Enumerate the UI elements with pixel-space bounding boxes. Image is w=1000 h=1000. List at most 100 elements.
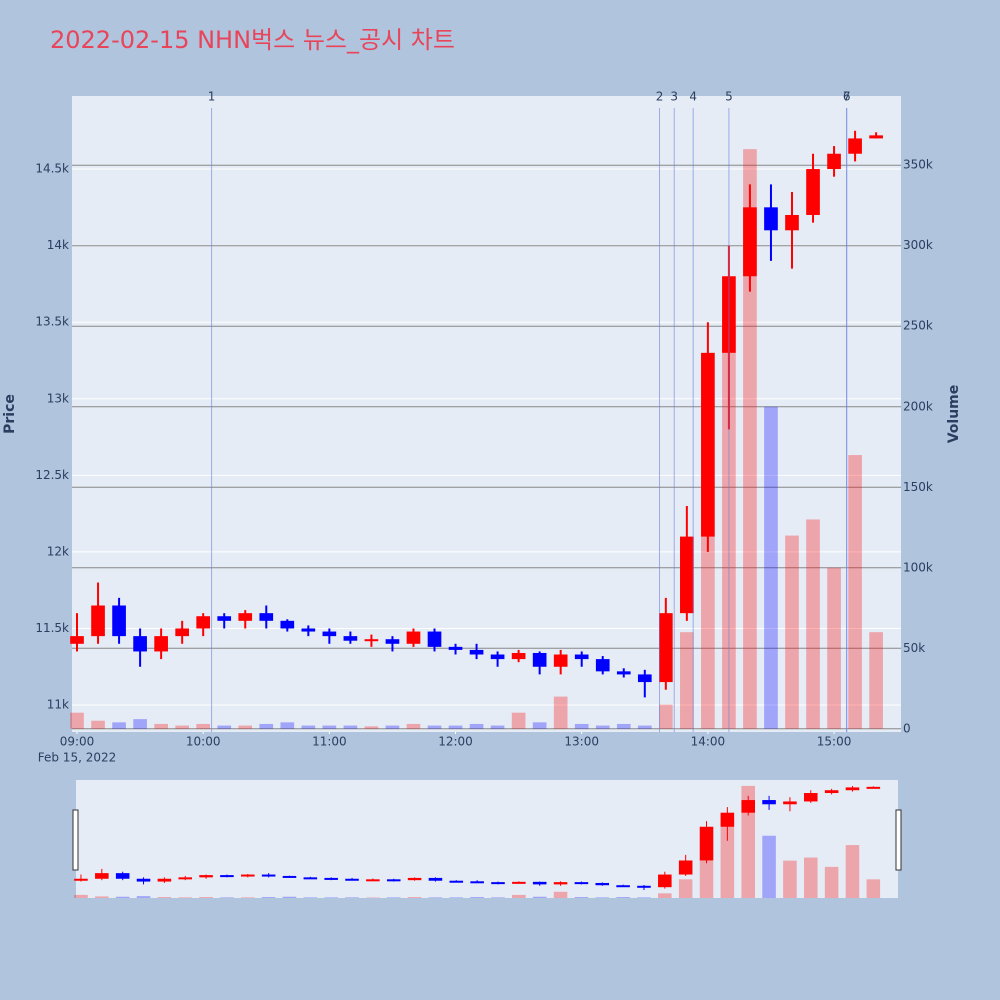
volume-bar bbox=[406, 723, 421, 729]
y-tick-label: 11k bbox=[47, 698, 69, 712]
candle-body bbox=[196, 616, 211, 629]
candle-body bbox=[280, 620, 295, 629]
candle-body bbox=[217, 616, 232, 621]
candle-body bbox=[827, 153, 841, 170]
mini-volume-bar bbox=[616, 897, 630, 898]
range-handle-right[interactable] bbox=[895, 809, 902, 871]
volume-bar bbox=[616, 723, 631, 729]
mini-volume-bar bbox=[386, 897, 401, 898]
event-label: 3 bbox=[670, 90, 678, 104]
mini-candle-body bbox=[699, 826, 714, 861]
mini-volume-bar bbox=[741, 785, 755, 898]
mini-candle-body bbox=[241, 874, 255, 877]
candle-body bbox=[406, 631, 421, 644]
mini-volume-bar bbox=[95, 896, 109, 898]
event-label: 7 bbox=[843, 90, 851, 104]
volume-bar bbox=[532, 722, 547, 729]
candle-body bbox=[133, 636, 147, 652]
mini-volume-bar bbox=[470, 897, 484, 898]
volume-bar bbox=[553, 696, 568, 729]
mini-volume-bar bbox=[595, 897, 610, 898]
y2-tick-label: 250k bbox=[903, 319, 933, 333]
volume-bar bbox=[196, 723, 211, 729]
candle-body bbox=[490, 654, 505, 660]
event-label: 5 bbox=[725, 90, 733, 104]
candle-body bbox=[112, 605, 126, 637]
mini-volume-bar bbox=[532, 896, 547, 898]
event-label: 2 bbox=[656, 90, 664, 104]
volume-bar bbox=[343, 725, 358, 729]
range-handle-left[interactable] bbox=[72, 809, 79, 871]
range-slider[interactable] bbox=[76, 780, 898, 898]
mini-volume-bar bbox=[658, 893, 672, 898]
event-label: 1 bbox=[208, 90, 216, 104]
candle-body bbox=[658, 613, 673, 683]
mini-volume-bar bbox=[220, 897, 234, 898]
y2-axis-title: Volume bbox=[946, 385, 962, 444]
mini-volume-bar bbox=[512, 894, 526, 898]
volume-bar bbox=[743, 149, 757, 729]
mini-candle-body bbox=[220, 875, 234, 878]
volume-bar bbox=[322, 725, 337, 729]
mini-volume-bar bbox=[136, 896, 151, 898]
mini-volume-bar bbox=[324, 897, 338, 898]
volume-bar bbox=[637, 725, 652, 729]
volume-bar bbox=[827, 567, 841, 729]
mini-candle-body bbox=[199, 875, 213, 878]
mini-volume-bar bbox=[783, 860, 797, 898]
volume-bar bbox=[238, 725, 253, 729]
mini-volume-bar bbox=[157, 897, 172, 898]
candle-body bbox=[70, 636, 84, 644]
x-tick-label: 10:00 bbox=[186, 735, 221, 749]
y-tick-label: 11.5k bbox=[35, 621, 69, 635]
candle-body bbox=[532, 652, 547, 667]
volume-bar bbox=[658, 704, 673, 729]
volume-bar bbox=[112, 722, 126, 729]
y-tick-label: 12k bbox=[47, 544, 69, 558]
mini-candle-body bbox=[407, 877, 422, 881]
y-tick-label: 13k bbox=[47, 391, 69, 405]
mini-candle-body bbox=[532, 881, 547, 885]
volume-bar bbox=[259, 723, 274, 729]
mini-volume-bar bbox=[428, 897, 443, 898]
candle-body bbox=[869, 135, 883, 139]
mini-candle-body bbox=[574, 882, 589, 885]
mini-candle-body bbox=[470, 881, 484, 884]
mini-volume-bar bbox=[824, 866, 839, 898]
mini-volume-bar bbox=[866, 879, 881, 898]
candle-body bbox=[680, 536, 694, 614]
candle-body bbox=[364, 639, 379, 642]
mini-volume-bar bbox=[303, 897, 318, 898]
mini-candle-body bbox=[720, 812, 735, 827]
candle-body bbox=[785, 214, 799, 231]
volume-bar bbox=[511, 712, 526, 729]
candle-body bbox=[574, 654, 589, 660]
mini-candle-body bbox=[595, 882, 610, 886]
candle-body bbox=[595, 659, 610, 672]
candle-body bbox=[553, 654, 568, 667]
mini-candle-body bbox=[824, 790, 839, 794]
mini-candle-body bbox=[386, 879, 401, 882]
mini-candle-body bbox=[115, 873, 130, 879]
candle-body bbox=[385, 639, 400, 644]
mini-candle-body bbox=[637, 885, 651, 888]
candle-body bbox=[259, 613, 274, 621]
mini-candle-body bbox=[157, 878, 172, 882]
mini-volume-bar bbox=[637, 897, 651, 898]
volume-bar bbox=[133, 719, 147, 729]
volume-bar bbox=[427, 725, 442, 729]
candle-body bbox=[637, 674, 652, 683]
mini-volume-bar bbox=[241, 897, 255, 898]
mini-volume-bar bbox=[74, 894, 88, 898]
mini-candle-body bbox=[845, 787, 860, 791]
candle-body bbox=[616, 671, 631, 675]
mini-candle-body bbox=[783, 801, 797, 805]
y2-tick-label: 300k bbox=[903, 238, 933, 252]
x-date-label: Feb 15, 2022 bbox=[38, 751, 117, 765]
candle-body bbox=[427, 631, 442, 647]
candle-body bbox=[91, 605, 105, 637]
candle-body bbox=[322, 631, 337, 637]
mini-volume-bar bbox=[199, 897, 213, 898]
y-tick-label: 14k bbox=[47, 238, 69, 252]
